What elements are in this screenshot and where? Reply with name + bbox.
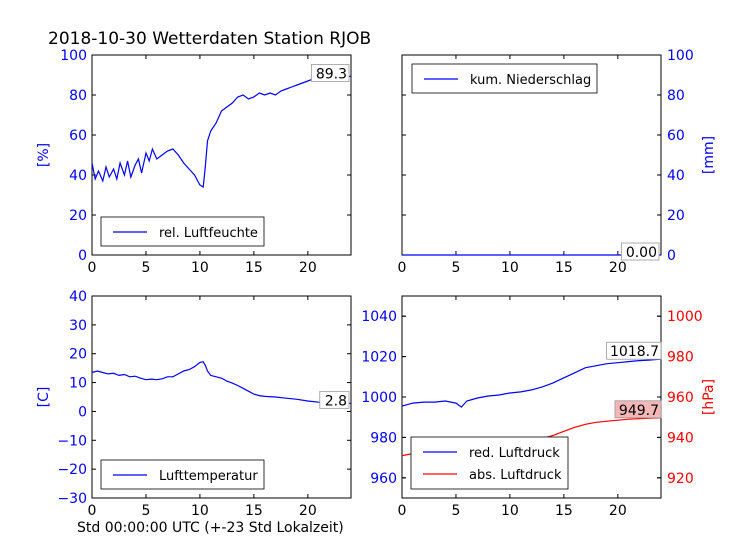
y-tick-label: −30: [57, 491, 87, 507]
y-tick-label: 20: [69, 347, 87, 363]
x-tick-label: 0: [398, 503, 407, 519]
y-tick-label: 940: [667, 430, 694, 446]
x-tick-label: 5: [451, 260, 460, 276]
legend-label: kum. Niederschlag: [470, 73, 591, 88]
x-tick-label: 20: [299, 260, 317, 276]
y-tick-label: 40: [69, 289, 87, 305]
series-line: [401, 358, 662, 408]
last-value-label: 89.3: [316, 66, 347, 82]
y-axis-label: [mm]: [701, 136, 717, 174]
panel-pressure: 0 5 10 15 20 960 980 1000 1020 1040 920 940 960 980 10…: [361, 295, 717, 519]
y-tick-label: −20: [57, 462, 87, 478]
y-tick-label: 0: [78, 404, 87, 420]
legend-label: Lufttemperatur: [159, 469, 258, 484]
x-tick-label: 0: [88, 260, 97, 276]
x-tick-label: 15: [555, 260, 573, 276]
x-tick-label: 10: [501, 260, 519, 276]
legend-box: [410, 436, 569, 490]
legend-label: abs. Luftdruck: [469, 468, 562, 483]
y-tick-label: 980: [667, 350, 694, 366]
x-tick-label: 5: [451, 503, 460, 519]
figure-xlabel: Std 00:00:00 UTC (+-23 Std Lokalzeit): [77, 520, 344, 536]
x-tick-label: 20: [299, 503, 317, 519]
last-value-box: [614, 400, 662, 419]
figure-title: 2018-10-30 Wetterdaten Station RJOB: [48, 29, 371, 49]
y-axis-label: [hPa]: [701, 379, 717, 415]
x-tick-label: 0: [88, 503, 97, 519]
y-tick-label: 100: [60, 48, 87, 64]
y-tick-label: 60: [667, 128, 685, 144]
y-tick-label: 30: [69, 318, 87, 334]
y-axis-label: [%]: [36, 143, 52, 167]
last-value-label: 949.7: [619, 403, 659, 419]
last-value-box: [310, 64, 350, 82]
y-tick-label: 0: [78, 248, 87, 264]
y-tick-label: 80: [667, 88, 685, 104]
last-value-box: [606, 341, 662, 360]
x-tick-label: 0: [398, 260, 407, 276]
x-tick-label: 15: [245, 503, 263, 519]
y-tick-label: 1020: [361, 350, 397, 366]
y-tick-label: 40: [69, 168, 87, 184]
y-tick-label: 960: [667, 390, 694, 406]
y-tick-label: 60: [69, 128, 87, 144]
y-tick-label: 1040: [361, 309, 397, 325]
y-tick-label: 1000: [667, 309, 703, 325]
x-tick-label: 20: [609, 503, 627, 519]
x-tick-label: 10: [501, 503, 519, 519]
y-tick-label: 20: [667, 208, 685, 224]
y-tick-label: 100: [667, 48, 694, 64]
series-line: [91, 75, 351, 189]
y-tick-label: 960: [370, 471, 397, 487]
y-axis-label: [C]: [36, 387, 52, 408]
y-tick-label: 10: [69, 376, 87, 392]
y-tick-label: 980: [370, 430, 397, 446]
y-tick-label: 80: [69, 88, 87, 104]
series-line: [91, 361, 352, 404]
y-tick-label: −10: [57, 433, 87, 449]
last-value-label: 0.00: [626, 245, 657, 261]
last-value-label: 1018.7: [610, 344, 659, 360]
x-tick-label: 5: [141, 260, 150, 276]
y-tick-label: 1000: [361, 390, 397, 406]
x-tick-label: 20: [609, 260, 627, 276]
panel-temperature: 0 5 10 15 20 −30 −20 −10 0 10 20 30 40 [C] 2.8 Lufttemp…: [36, 289, 352, 519]
y-tick-label: 40: [667, 168, 685, 184]
x-tick-label: 15: [555, 503, 573, 519]
last-value-label: 2.8: [325, 393, 347, 409]
y-tick-label: 20: [69, 208, 87, 224]
x-tick-label: 5: [141, 503, 150, 519]
panel-precipitation: 0 5 10 15 20 0 20 40 60 80 100 [mm] 0.00 kum. Nieders…: [398, 48, 717, 276]
last-value-box: [621, 242, 660, 261]
legend-label: rel. Luftfeuchte: [159, 226, 258, 241]
legend-label: red. Luftdruck: [469, 446, 560, 461]
x-tick-label: 10: [191, 503, 209, 519]
last-value-box: [319, 390, 350, 409]
x-tick-label: 15: [245, 260, 263, 276]
x-tick-label: 10: [191, 260, 209, 276]
y-tick-label: 0: [667, 248, 676, 264]
panel-humidity: 0 5 10 15 20 0 20 40 60 80 100 [%] 89.3 rel. Luftfeuc…: [36, 48, 352, 276]
y-tick-label: 920: [667, 471, 694, 487]
